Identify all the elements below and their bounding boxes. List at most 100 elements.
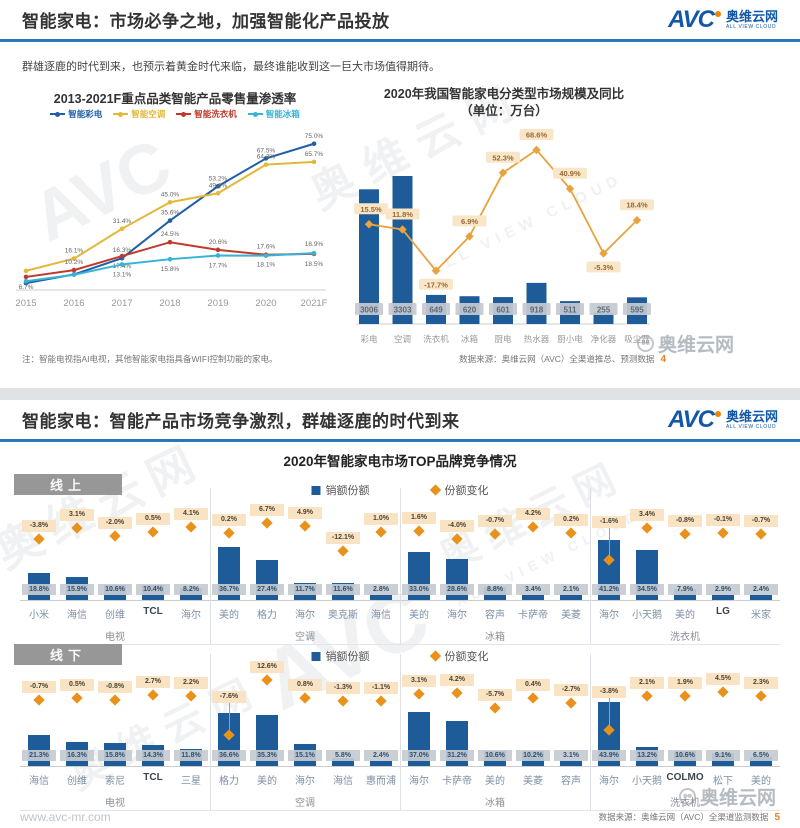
slide-brand-competition: 智能家电：智能产品市场竞争激烈，群雄逐鹿的时代到来 AVC 奥维云网 ALL V…: [0, 400, 800, 828]
brand-label: 美的: [219, 610, 239, 621]
category-label: 电视: [105, 632, 125, 643]
yoy-point: [498, 168, 508, 178]
change-value: -1.6%: [592, 516, 626, 529]
diamond-icon: [261, 674, 273, 686]
brand-label: 美的: [675, 610, 695, 621]
share-value: 21.3%: [22, 750, 56, 761]
legend-item: 智能洗衣机: [176, 108, 237, 120]
category-label: 电视: [105, 798, 125, 809]
change-value: 1.0%: [364, 512, 398, 525]
change-value: 2.2%: [174, 676, 208, 689]
diamond-icon: [413, 524, 425, 537]
change-value: 3.4%: [630, 508, 664, 521]
diamond-icon: [147, 689, 159, 701]
data-label: 35.6%: [161, 210, 180, 217]
brand-label: TCL: [143, 606, 163, 617]
change-value: -2.0%: [98, 517, 132, 529]
brand-label: LG: [716, 606, 730, 617]
data-point: [215, 190, 221, 196]
change-value: 4.9%: [288, 506, 322, 519]
x-tick-label: 2015: [15, 298, 36, 309]
brand-label: 美的: [751, 776, 771, 787]
legend-item: 智能彩电: [50, 108, 102, 120]
x-tick-label: 2019: [207, 298, 228, 309]
brand-label: 海信: [67, 610, 87, 621]
brand-label: 海尔: [295, 610, 315, 621]
yoy-label: -5.3%: [594, 263, 614, 272]
data-point: [311, 159, 317, 165]
data-point: [167, 218, 173, 223]
bar-value-chip: [589, 303, 618, 315]
category-label: 冰箱: [485, 798, 505, 809]
yoy-label-chip: [620, 199, 654, 211]
avc-logo: AVC 奥维云网 ALL VIEW CLOUD: [668, 7, 778, 32]
slide2-source: 数据来源：奥维云网（AVC）全渠道监测数据 5: [599, 811, 780, 823]
yoy-label-chip: [553, 167, 587, 179]
brand-label: 海信: [333, 776, 353, 787]
slide1-source-text: 数据来源：奥维云网（AVC）全渠道推总、预测数据: [459, 354, 655, 364]
diamond-icon: [299, 519, 311, 532]
diamond-icon: [565, 697, 577, 709]
share-value: 11.7%: [288, 584, 322, 595]
data-label: 20.6%: [209, 239, 228, 246]
data-point: [215, 183, 221, 189]
data-label: 24.5%: [161, 231, 180, 238]
brand-label: 海尔: [409, 776, 429, 787]
change-value: -0.1%: [706, 514, 740, 527]
data-point: [167, 199, 173, 205]
diamond-icon: [71, 522, 83, 535]
data-label: 10.2%: [65, 259, 84, 266]
yoy-label-chip: [419, 278, 453, 290]
diamond-icon: [413, 688, 425, 701]
change-value: -0.8%: [98, 681, 132, 694]
brand-label: 小天鹅: [632, 776, 662, 787]
slide2-footer: www.avc-mr.com 数据来源：奥维云网（AVC）全渠道监测数据 5: [0, 810, 800, 824]
diamond-icon: [33, 694, 45, 706]
bar: [392, 176, 413, 324]
bar-value-chip: [556, 303, 584, 315]
change-value: -3.8%: [592, 685, 626, 698]
brand-label: 海尔: [447, 610, 467, 621]
x-tick-label: 彩电: [360, 334, 378, 344]
share-value: 15.1%: [288, 750, 322, 761]
yoy-label-chip: [354, 203, 388, 215]
group-divider: [590, 488, 591, 644]
scale-chart-title-line2: （单位：万台）: [460, 103, 548, 118]
share-bar: [712, 595, 734, 600]
change-value: 2.3%: [744, 676, 778, 689]
brand-label: 海尔: [295, 776, 315, 787]
data-label: 64.3%: [257, 154, 276, 161]
change-value: 2.1%: [630, 676, 664, 689]
diamond-icon: [527, 692, 539, 705]
share-value: 2.4%: [744, 584, 778, 595]
share-value: 37.0%: [402, 750, 436, 761]
yoy-label-chip: [486, 151, 520, 163]
x-tick-label: 洗衣机: [423, 334, 449, 344]
share-value: 18.8%: [22, 584, 56, 595]
diamond-icon: [375, 694, 387, 707]
legend-label: 智能冰箱: [265, 109, 300, 119]
category-label: 空调: [295, 798, 315, 809]
data-label: 31.4%: [113, 218, 132, 225]
data-point: [119, 262, 125, 267]
change-value: 4.2%: [440, 673, 474, 686]
brand-label: 卡萨帝: [442, 776, 472, 787]
legend-share-label: 销额份额: [325, 485, 370, 497]
share-value: 5.8%: [326, 750, 360, 761]
brand-label: 美的: [409, 610, 429, 621]
legend-share: 销额份额: [311, 648, 370, 664]
share-value: 3.4%: [516, 584, 550, 595]
share-bar: [560, 595, 582, 600]
website-link[interactable]: www.avc-mr.com: [20, 810, 111, 824]
diamond-icon: [71, 692, 83, 704]
bar-value-label: 601: [496, 306, 510, 315]
data-point: [71, 256, 77, 261]
data-point: [215, 253, 221, 258]
avc-logo-text: AVC: [668, 405, 715, 433]
bar-value-chip: [455, 303, 484, 315]
change-value: -0.7%: [744, 515, 778, 528]
change-value: -5.7%: [478, 688, 512, 701]
data-point: [167, 256, 173, 262]
data-point: [167, 239, 173, 245]
diamond-icon: [641, 522, 653, 534]
